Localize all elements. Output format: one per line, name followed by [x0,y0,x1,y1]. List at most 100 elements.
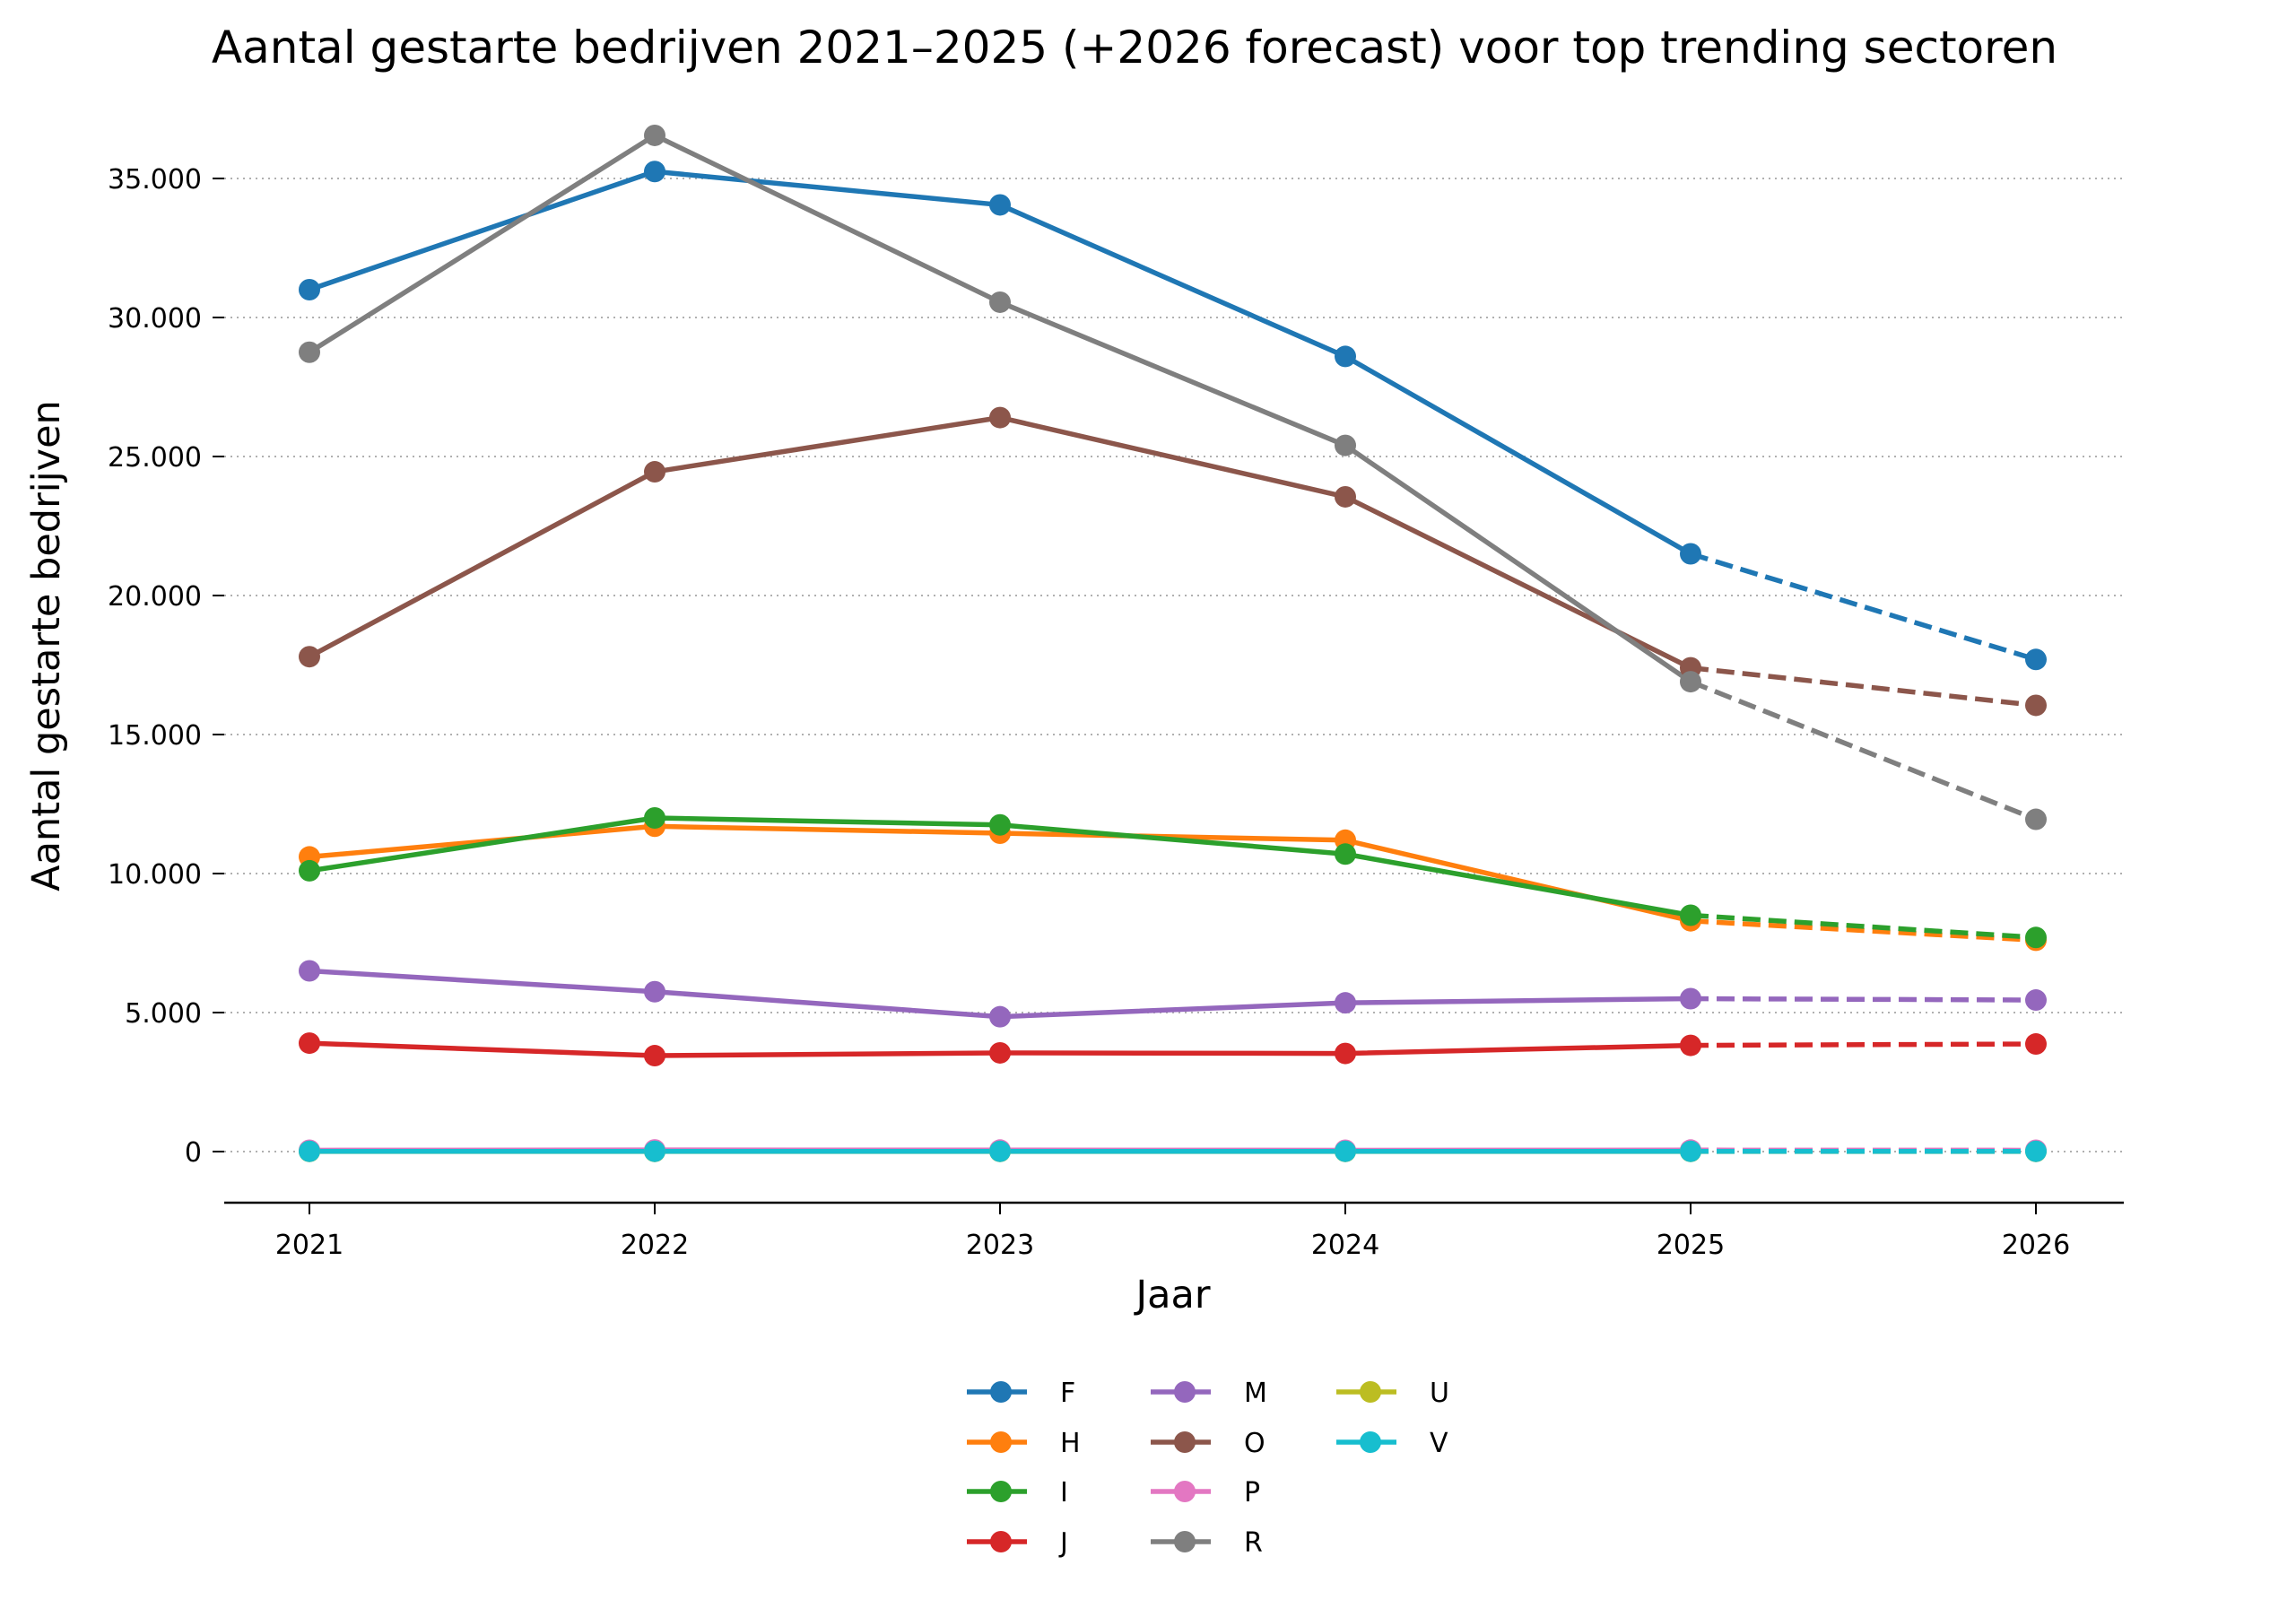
legend-marker-swatch [1174,1431,1196,1453]
series-forecast-line-M [1690,996,2037,1003]
data-point-V-2022 [644,1140,665,1162]
x-tick-label: 2026 [2002,1230,2070,1261]
legend-marker-swatch [990,1481,1012,1502]
data-point-V-2026 [2025,1140,2047,1162]
legend-label: R [1244,1527,1263,1559]
data-point-M-2025 [1680,987,1701,1010]
legend-item-J: J [967,1527,1068,1559]
data-point-M-2021 [299,960,320,982]
legend-marker-swatch [1360,1431,1381,1453]
legend-item-P: P [1151,1477,1260,1509]
legend-item-R: R [1151,1527,1263,1559]
legend-label: H [1060,1428,1081,1459]
data-point-I-2025 [1680,904,1701,926]
legend-item-V: V [1336,1428,1448,1459]
data-point-J-2023 [989,1041,1011,1064]
legend-item-H: H [967,1428,1081,1459]
x-tick-label: 2024 [1311,1230,1379,1261]
data-point-F-2022 [644,161,665,183]
legend-item-F: F [967,1378,1075,1409]
data-point-V-2023 [989,1140,1011,1162]
data-point-R-2026 [2025,808,2047,830]
y-tick-label: 35.000 [108,164,202,196]
data-point-O-2023 [989,406,1011,429]
data-point-F-2026 [2025,648,2047,671]
data-point-F-2024 [1335,345,1356,368]
data-point-V-2021 [299,1140,320,1162]
data-point-I-2024 [1335,843,1356,865]
y-axis-label: Aantal gestarte bedrijven [24,400,69,891]
x-tick-label: 2021 [275,1230,344,1261]
legend-item-I: I [967,1477,1068,1509]
legend-label: U [1430,1378,1449,1409]
legend-label: V [1430,1428,1448,1459]
y-tick-label: 30.000 [108,303,202,335]
data-point-M-2024 [1335,992,1356,1014]
data-point-F-2023 [989,194,1011,216]
legend-marker-swatch [990,1431,1012,1453]
data-point-R-2025 [1680,671,1701,693]
data-point-O-2024 [1335,485,1356,508]
legend-marker-swatch [990,1531,1012,1552]
data-point-I-2021 [299,859,320,882]
data-point-J-2025 [1680,1034,1701,1057]
series-forecast-line-I [1690,912,2037,941]
series-line-F [309,169,1692,556]
y-tick-label: 5.000 [125,998,202,1030]
legend-label: M [1244,1378,1267,1409]
y-tick-label: 10.000 [108,859,202,891]
data-point-R-2021 [299,341,320,363]
legend-marker-swatch [1174,1381,1196,1403]
y-tick-label: 25.000 [108,442,202,474]
data-point-O-2026 [2025,694,2047,717]
gridlines [224,178,2124,1152]
chart-title: Aantal gestarte bedrijven 2021–2025 (+20… [212,22,2057,74]
x-tick-label: 2022 [621,1230,689,1261]
legend-label: J [1058,1527,1068,1559]
series-forecast-line-R [1689,679,2038,822]
legend-label: F [1060,1378,1075,1409]
y-tick-label: 20.000 [108,581,202,613]
x-tick-label: 2025 [1657,1230,1725,1261]
x-axis-label: Jaar [1133,1273,1210,1317]
data-point-R-2023 [989,291,1011,313]
y-axis-ticks: 0 5.000 10.000 15.000 20.000 25.000 30.000 35.0… [108,164,224,1169]
data-point-J-2022 [644,1045,665,1067]
data-point-I-2023 [989,813,1011,836]
data-point-O-2021 [299,646,320,668]
data-point-J-2021 [299,1032,320,1055]
data-point-F-2021 [299,279,320,300]
series-markers [299,124,2047,1162]
data-point-R-2024 [1335,434,1356,457]
data-point-V-2024 [1335,1140,1356,1162]
data-point-V-2025 [1680,1140,1701,1162]
y-tick-label: 15.000 [108,720,202,752]
y-tick-label: 0 [185,1137,202,1169]
legend-marker-swatch [1174,1531,1196,1552]
series-forecast-line-J [1690,1041,2037,1048]
series-lines [308,133,2038,1154]
legend-label: P [1244,1477,1260,1509]
data-point-R-2022 [644,124,665,146]
legend-marker-swatch [1360,1381,1381,1403]
series-forecast-line-F [1690,551,2037,662]
legend-item-U: U [1336,1378,1449,1409]
legend-marker-swatch [1174,1481,1196,1502]
data-point-I-2026 [2025,926,2047,949]
legend-item-O: O [1151,1428,1265,1459]
legend-label: I [1060,1477,1068,1509]
series-forecast-line-H [1690,917,2037,943]
data-point-O-2022 [644,461,665,483]
data-point-I-2022 [644,807,665,829]
data-point-J-2024 [1335,1042,1356,1065]
data-point-M-2022 [644,980,665,1003]
data-point-F-2025 [1680,543,1701,565]
legend-label: O [1244,1428,1265,1459]
data-point-M-2023 [989,1005,1011,1028]
x-axis: 2021 2022 2023 2024 2025 2026 [224,1201,2124,1261]
data-point-J-2026 [2025,1033,2047,1056]
legend-marker-swatch [990,1381,1012,1403]
legend-item-M: M [1151,1378,1267,1409]
